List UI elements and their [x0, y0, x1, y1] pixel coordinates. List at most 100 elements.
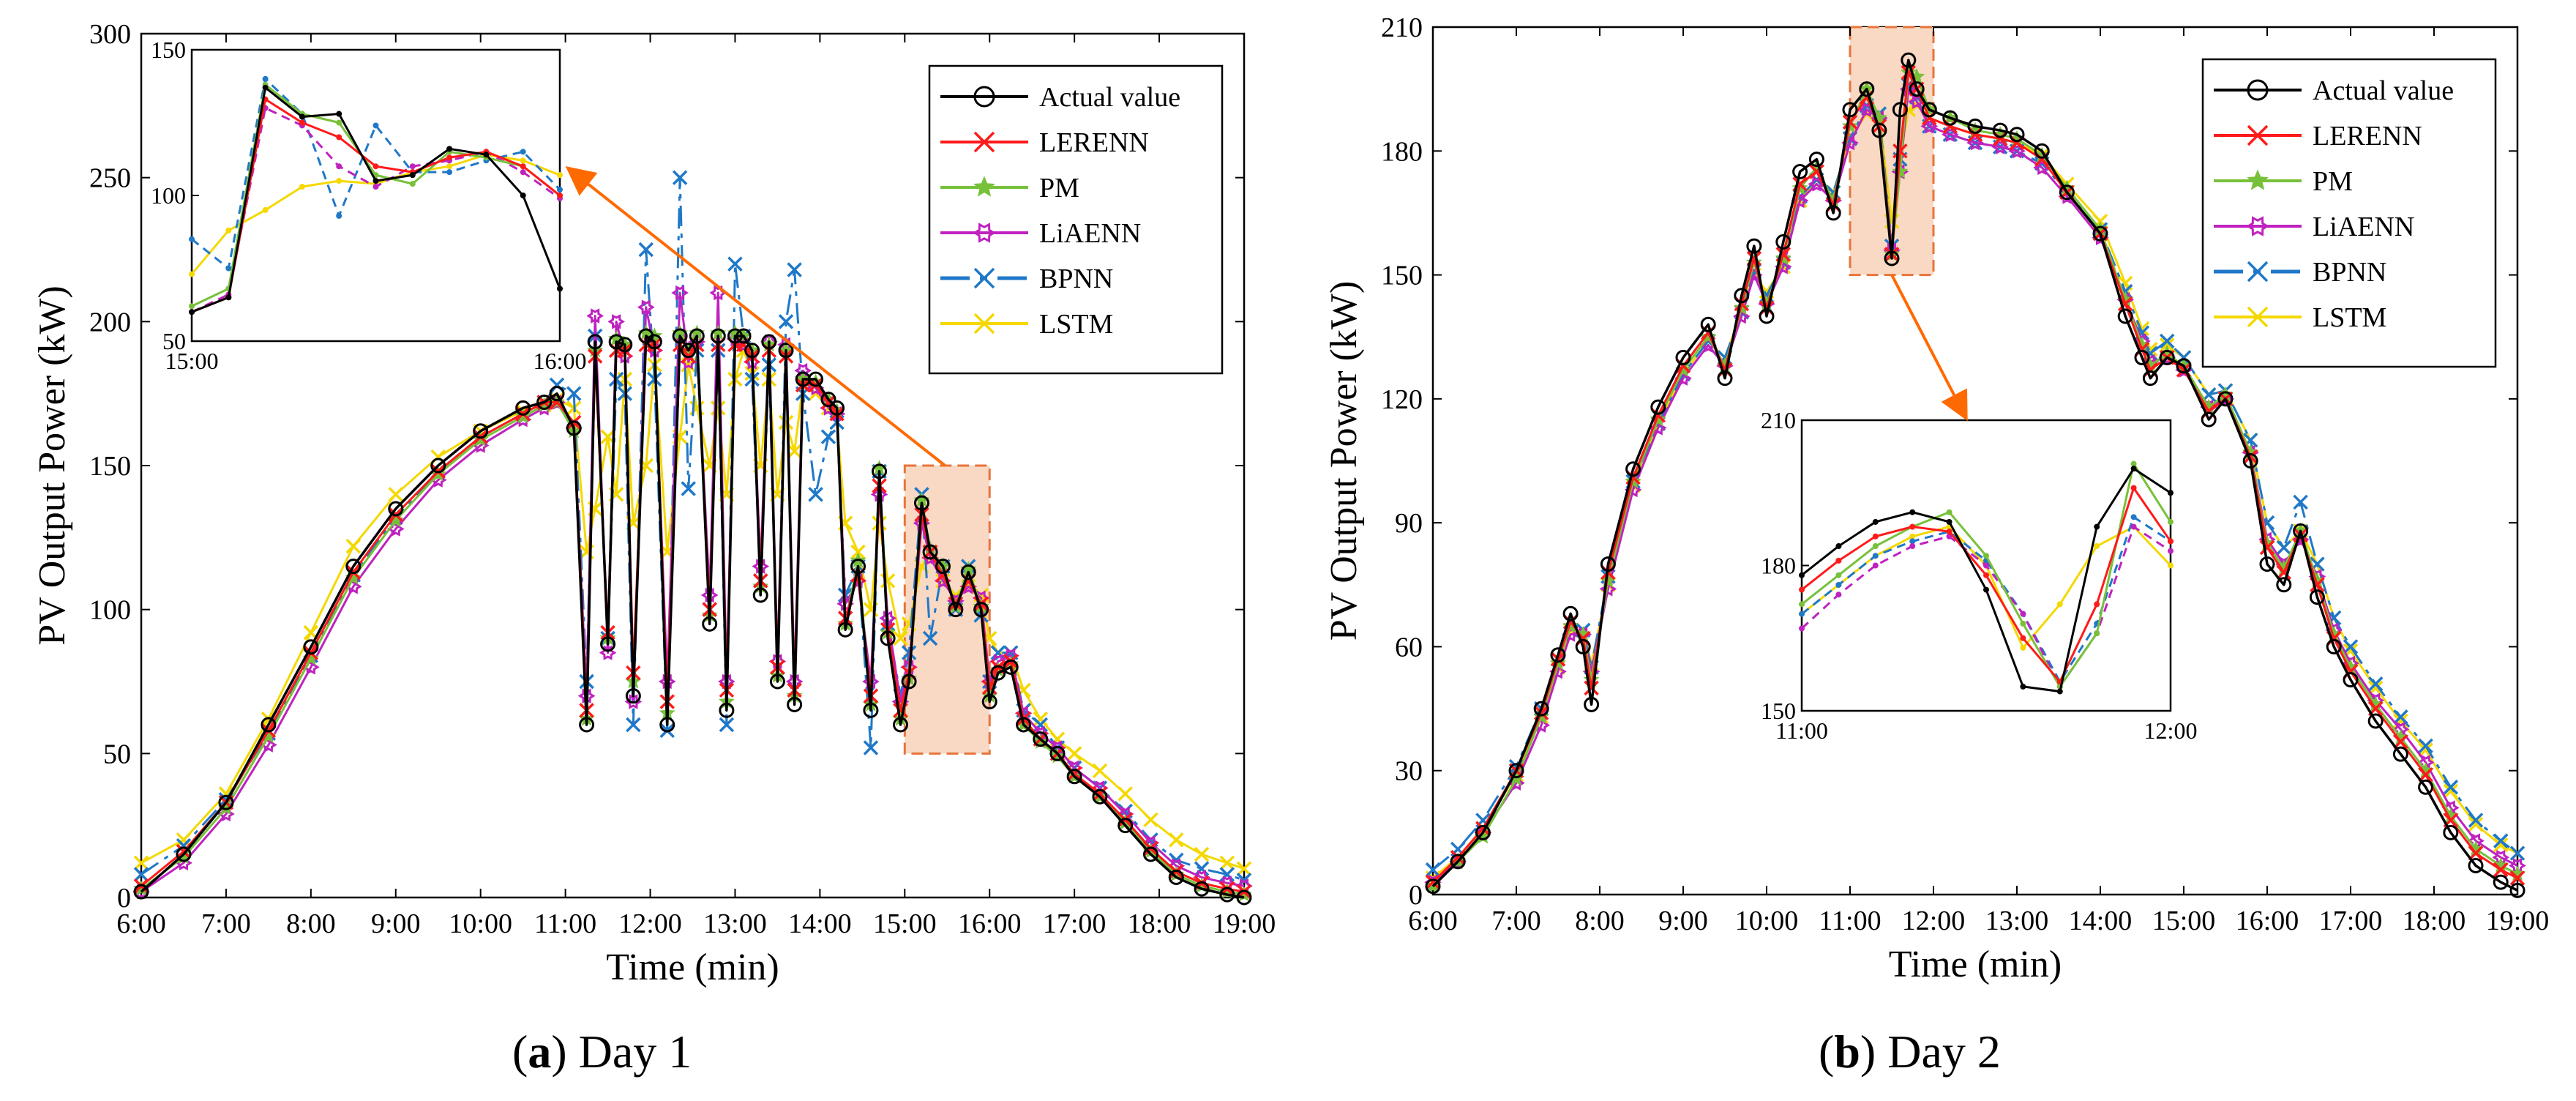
a-inset-point-actual [409, 172, 416, 179]
b-y-tick-label: 30 [1395, 756, 1423, 787]
a-legend-label-actual: Actual value [1039, 82, 1180, 113]
b-point-actual [2201, 411, 2217, 428]
b-point-actual [2176, 358, 2192, 374]
b-point-actual [1700, 316, 1716, 332]
a-point-liaenn [658, 673, 676, 690]
b-point-actual [1425, 878, 1441, 895]
a-point-actual [1033, 731, 1049, 747]
b-inset-point-pm [1872, 543, 1879, 550]
b-inset-point-liaenn [1799, 625, 1805, 632]
b-inset-point-lerenn [2020, 635, 2026, 641]
b-point-bpnn [2393, 709, 2408, 725]
a-point-lstm [872, 515, 887, 531]
a-inset-x-tick-label: 15:00 [165, 348, 219, 374]
b-inset-point-pm [2094, 630, 2100, 637]
b-point-actual [2418, 779, 2434, 795]
b-point-actual [2326, 638, 2342, 654]
b-point-actual [1909, 81, 1925, 97]
a-point-actual [646, 334, 662, 350]
b-point-bpnn [2343, 639, 2359, 654]
b-point-actual [1746, 238, 1762, 254]
a-point-actual [893, 717, 909, 733]
b-point-actual [2009, 127, 2025, 143]
a-point-actual [303, 639, 319, 655]
b-y-tick-label: 120 [1381, 384, 1423, 415]
b-point-actual [1562, 605, 1579, 622]
a-point-bpnn [133, 867, 149, 882]
a-point-liaenn [862, 673, 880, 690]
a-point-actual [1092, 788, 1108, 805]
a-inset-x-tick-label: 16:00 [533, 348, 587, 374]
a-legend-marker-lstm [973, 313, 995, 335]
a-point-actual [218, 794, 234, 810]
b-x-tick-label: 16:00 [2236, 906, 2299, 936]
a-point-pm [514, 408, 531, 424]
b-x-tick-label: 19:00 [2486, 906, 2550, 936]
b-y-tick-label: 180 [1381, 136, 1423, 167]
b-inset-point-pm [2168, 518, 2174, 525]
a-x-tick-label: 14:00 [788, 908, 852, 939]
a-y-axis-label: PV Output Power (kW) [31, 285, 73, 646]
a-inset-point-bpnn [372, 122, 379, 129]
a-point-bpnn [719, 717, 735, 733]
b-x-tick-label: 9:00 [1658, 906, 1708, 936]
a-inset-point-lstm [299, 184, 305, 190]
b-point-lerenn [2418, 767, 2433, 783]
a-inset-point-actual [557, 285, 563, 292]
a-inset-point-liaenn [336, 163, 342, 170]
a-inset-point-lerenn [336, 134, 342, 141]
a-inset-point-actual [336, 111, 342, 117]
a-x-axis-label: Time (min) [606, 947, 779, 988]
a-inset-point-lstm [262, 206, 269, 213]
b-inset-point-lerenn [1946, 529, 1952, 535]
b-x-tick-label: 6:00 [1408, 906, 1458, 936]
caption-b: (b) Day 2 [1819, 1026, 2001, 1078]
b-inset-point-lstm [2020, 644, 2026, 651]
b-point-actual [2293, 523, 2309, 539]
a-point-actual [176, 846, 192, 862]
b-zoom-arrow [1890, 274, 1968, 422]
a-point-lstm [1194, 846, 1210, 862]
b-x-tick-label: 8:00 [1575, 906, 1625, 936]
a-point-actual [710, 328, 726, 344]
a-point-actual [787, 696, 803, 712]
b-inset-point-actual [2168, 490, 2174, 496]
a-point-actual [901, 673, 917, 690]
b-point-actual [2242, 453, 2258, 469]
b-point-actual [2443, 824, 2459, 840]
a-x-tick-label: 13:00 [703, 908, 767, 939]
a-point-lstm [1092, 763, 1108, 779]
a-point-lstm [345, 538, 362, 554]
b-point-actual [1533, 701, 1549, 717]
b-point-actual [1892, 102, 1908, 118]
a-x-tick-label: 9:00 [371, 908, 421, 939]
a-point-actual [761, 334, 777, 350]
a-point-actual [600, 636, 616, 652]
b-x-tick-label: 18:00 [2403, 906, 2466, 936]
a-point-actual [345, 559, 362, 575]
a-point-actual [261, 717, 277, 733]
b-point-actual [2142, 370, 2158, 387]
b-inset-series-actual [1799, 466, 2174, 695]
a-point-actual [625, 688, 641, 704]
a-zoom-arrow [565, 166, 946, 467]
a-inset-point-actual [299, 113, 305, 120]
a-point-lstm [850, 544, 866, 560]
a-inset-point-bpnn [336, 212, 342, 219]
a-y-tick-label: 100 [89, 595, 131, 626]
b-point-lerenn [1425, 874, 1441, 890]
a-point-actual [1049, 745, 1066, 761]
b-point-actual [1650, 399, 1666, 415]
b-inset-point-lstm [2168, 562, 2174, 569]
b-inset-point-lerenn [1909, 523, 1916, 530]
a-inset-point-liaenn [409, 163, 416, 170]
b-y-tick-label: 60 [1395, 632, 1423, 663]
a-inset-point-pm [189, 303, 195, 310]
b-point-actual [1859, 81, 1875, 97]
b-y-tick-label: 210 [1381, 12, 1423, 43]
a-y-tick-label: 0 [117, 883, 131, 914]
b-inset-x-tick-label: 12:00 [2144, 717, 2198, 744]
a-y-tick-label: 300 [89, 19, 131, 50]
a-inset-point-lerenn [372, 163, 379, 170]
